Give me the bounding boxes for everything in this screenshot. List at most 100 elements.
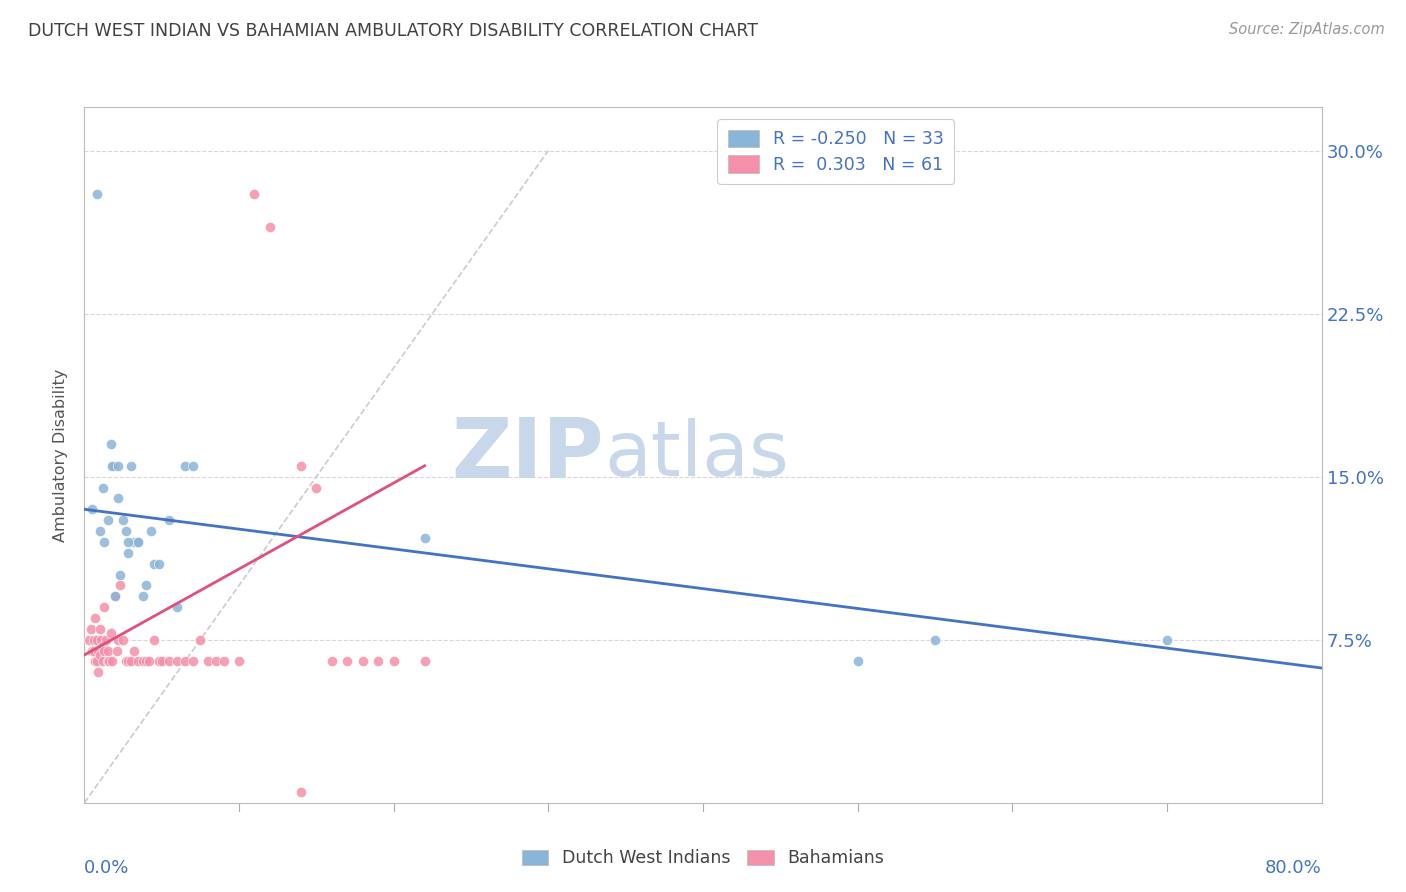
Point — [83, 632, 105, 647]
Point — [132, 655, 155, 669]
Point — [148, 557, 170, 571]
Point — [101, 655, 124, 669]
Point — [117, 535, 139, 549]
Point — [82, 643, 104, 657]
Y-axis label: Ambulatory Disability: Ambulatory Disability — [53, 368, 69, 541]
Text: 80.0%: 80.0% — [1265, 859, 1322, 878]
Point — [77, 632, 100, 647]
Point — [91, 655, 114, 669]
Point — [290, 785, 312, 799]
Point — [174, 458, 197, 473]
Point — [413, 531, 436, 545]
Point — [86, 632, 108, 647]
Point — [107, 491, 129, 506]
Point — [228, 655, 250, 669]
Point — [143, 557, 166, 571]
Point — [103, 458, 125, 473]
Point — [382, 655, 405, 669]
Point — [174, 655, 197, 669]
Point — [128, 655, 150, 669]
Point — [135, 578, 157, 592]
Point — [305, 481, 328, 495]
Point — [846, 655, 869, 669]
Point — [321, 655, 343, 669]
Legend: R = -0.250   N = 33, R =  0.303   N = 61: R = -0.250 N = 33, R = 0.303 N = 61 — [717, 120, 955, 185]
Point — [212, 655, 235, 669]
Point — [107, 632, 129, 647]
Point — [91, 481, 114, 495]
Point — [159, 655, 181, 669]
Point — [197, 655, 219, 669]
Point — [84, 611, 107, 625]
Point — [93, 643, 115, 657]
Point — [367, 655, 389, 669]
Point — [97, 655, 120, 669]
Point — [112, 513, 135, 527]
Point — [86, 655, 108, 669]
Text: ZIP: ZIP — [451, 415, 605, 495]
Point — [188, 632, 212, 647]
Point — [100, 626, 122, 640]
Point — [89, 524, 111, 538]
Point — [166, 655, 188, 669]
Point — [159, 513, 181, 527]
Point — [94, 632, 117, 647]
Point — [205, 655, 228, 669]
Point — [89, 648, 111, 662]
Legend: Dutch West Indians, Bahamians: Dutch West Indians, Bahamians — [515, 843, 891, 874]
Point — [181, 655, 204, 669]
Point — [90, 632, 112, 647]
Point — [87, 643, 110, 657]
Point — [150, 655, 173, 669]
Point — [1156, 632, 1178, 647]
Point — [259, 219, 281, 234]
Point — [107, 458, 129, 473]
Point — [148, 655, 170, 669]
Point — [98, 655, 121, 669]
Point — [243, 186, 266, 201]
Point — [104, 589, 127, 603]
Text: DUTCH WEST INDIAN VS BAHAMIAN AMBULATORY DISABILITY CORRELATION CHART: DUTCH WEST INDIAN VS BAHAMIAN AMBULATORY… — [28, 22, 758, 40]
Point — [97, 643, 120, 657]
Point — [138, 655, 160, 669]
Point — [128, 535, 150, 549]
Point — [104, 589, 127, 603]
Point — [336, 655, 359, 669]
Point — [108, 578, 131, 592]
Text: 0.0%: 0.0% — [84, 859, 129, 878]
Point — [83, 643, 105, 657]
Point — [91, 639, 114, 653]
Point — [97, 513, 120, 527]
Point — [122, 535, 145, 549]
Point — [135, 655, 157, 669]
Text: atlas: atlas — [605, 418, 789, 491]
Point — [86, 186, 108, 201]
Point — [82, 502, 104, 516]
Point — [101, 458, 124, 473]
Point — [93, 600, 115, 615]
Point — [352, 655, 374, 669]
Point — [105, 643, 128, 657]
Point — [112, 632, 135, 647]
Point — [413, 655, 436, 669]
Point — [132, 589, 155, 603]
Text: Source: ZipAtlas.com: Source: ZipAtlas.com — [1229, 22, 1385, 37]
Point — [117, 655, 139, 669]
Point — [166, 600, 188, 615]
Point — [87, 665, 110, 680]
Point — [120, 655, 142, 669]
Point — [115, 524, 138, 538]
Point — [84, 655, 107, 669]
Point — [89, 622, 111, 636]
Point — [117, 546, 139, 560]
Point — [79, 622, 101, 636]
Point — [93, 535, 115, 549]
Point — [290, 458, 312, 473]
Point — [115, 655, 138, 669]
Point — [181, 458, 204, 473]
Point — [128, 535, 150, 549]
Point — [122, 643, 145, 657]
Point — [139, 524, 162, 538]
Point — [108, 567, 131, 582]
Point — [100, 437, 122, 451]
